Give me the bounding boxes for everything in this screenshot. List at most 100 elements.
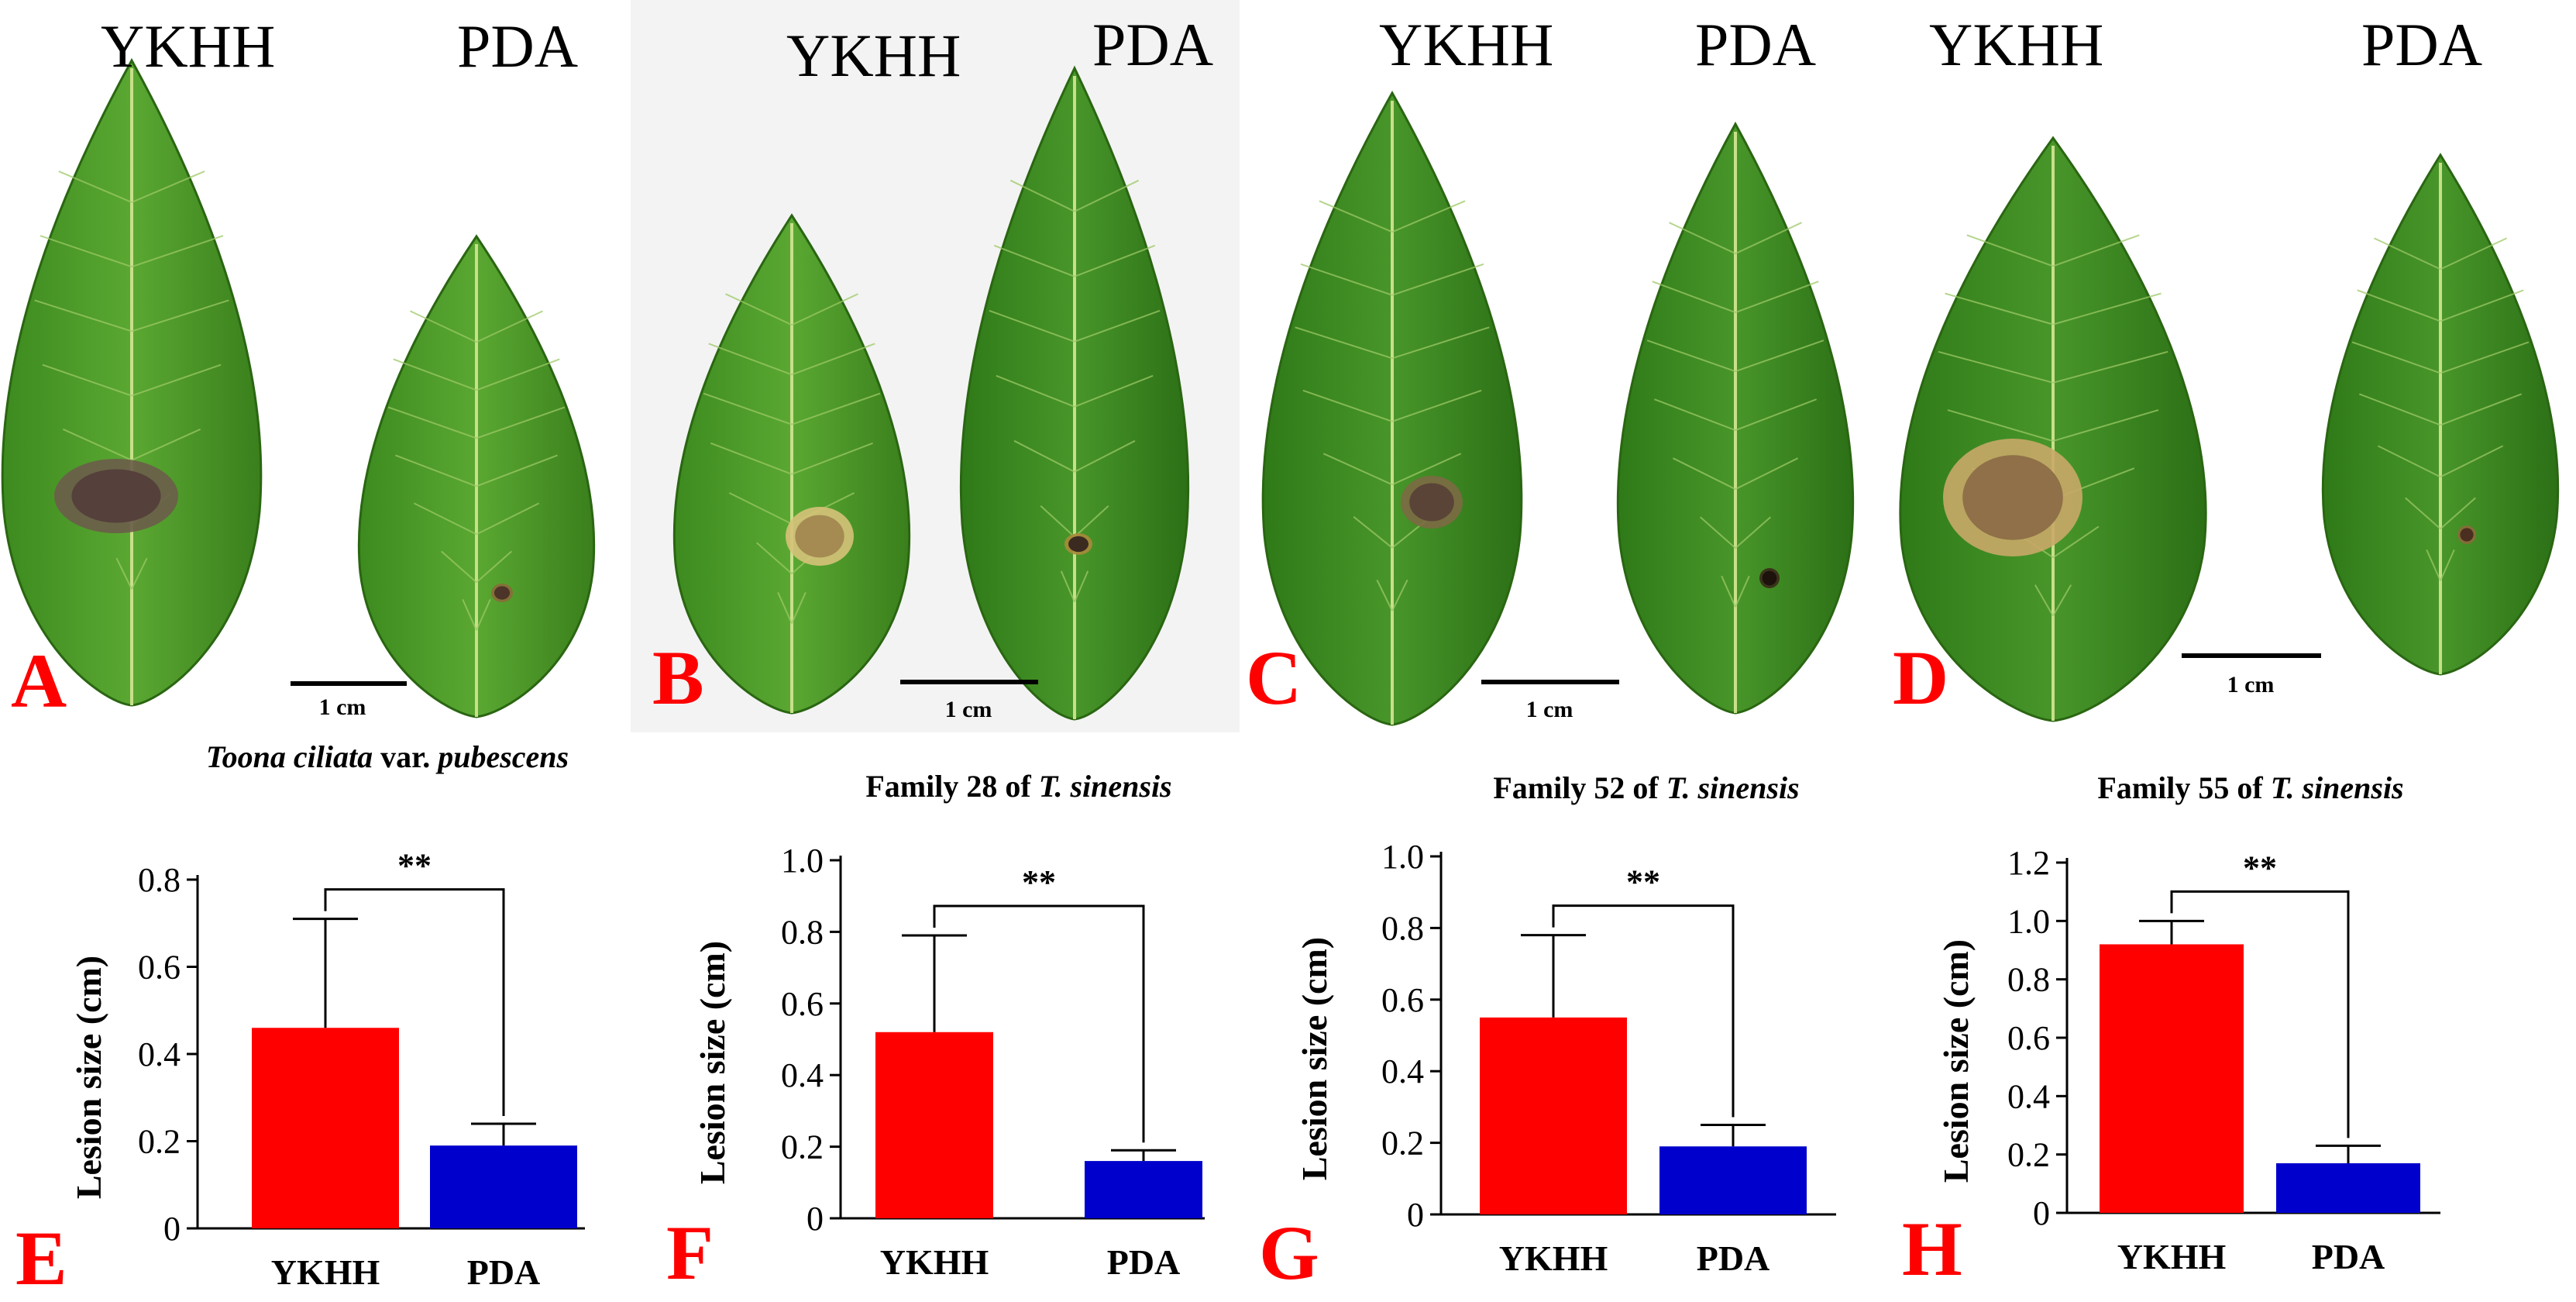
leaf-vein [1074,374,1154,408]
y-tick-label: 1.0 [781,842,824,880]
leaf-vein [131,299,229,332]
leaf-vein [989,309,1075,343]
leaf-vein [1646,339,1736,373]
y-tick-label: 0.8 [1381,909,1424,947]
bar-ykhh [252,1028,399,1228]
y-tick-label: 0.4 [2007,1077,2050,1115]
chart-title-part: Family 52 of [1493,770,1666,805]
leaf-vein [1735,516,1771,549]
y-tick-label: 0.6 [2007,1019,2050,1057]
leaf-vein [710,442,793,475]
leaf-vein [1391,389,1482,422]
leaf-vein [2440,289,2524,322]
y-tick-label: 0.8 [2007,961,2050,999]
significance-marker: ** [2243,849,2277,887]
leaf-vein [2377,445,2441,478]
label-pda: PDA [457,12,578,80]
leaf-vein [1295,326,1393,360]
leaf-vein [1302,389,1393,422]
leaf-vein [1391,326,1490,360]
x-tick-label: YKHH [2117,1237,2227,1276]
leaf-vein [1700,516,1736,549]
significance-marker: ** [397,847,432,885]
leaf-vein [1376,579,1393,611]
chart-title-part: Family 28 of [865,769,1038,804]
y-tick-label: 0.8 [138,861,181,899]
leaf-vein [2052,584,2072,617]
significance-bracket [2170,890,2350,1138]
leaf-vein [462,598,477,631]
lesion-spot [795,515,844,558]
leaf-vein [2351,341,2441,374]
chart-title: Family 52 of T. sinensis [1493,770,1799,805]
leaf-vein [2052,409,2159,442]
leaf-vein [1391,579,1408,611]
leaf-vein [791,293,858,326]
y-tick-label: 0.4 [781,1056,824,1094]
x-tick-label: YKHH [880,1242,989,1282]
leaf-vein [2052,234,2140,267]
leaf-vein [1074,244,1156,277]
bar-pda [1659,1146,1807,1214]
leaf-vein [2440,237,2507,270]
chart-title: Family 28 of T. sinensis [865,769,1171,804]
chart-panel-g: Family 52 of T. sinensis 0 0.2 0.4 0.6 0.8 1.0… [1259,770,1836,1296]
leaf-vein [1040,505,1075,538]
x-tick-label: PDA [1107,1242,1181,1282]
scale-bar-label: 1 cm [1526,697,1573,722]
leaf-vein [1074,439,1136,473]
leaf-vein [1013,439,1075,473]
chart-panel-e: Toona ciliata var. pubescens 0 0.2 0.4 0.6 0.… [15,739,585,1301]
panel-letter: B [652,635,704,721]
leaf-vein [728,492,793,525]
ykhh-leaf [1261,90,1523,726]
leaf-vein [2359,393,2441,426]
leaf-vein [2440,393,2522,426]
leaf-vein [1672,457,1736,491]
chart-title-part: Toona ciliata [206,739,373,774]
y-tick-label: 0.6 [1381,981,1424,1019]
chart-title: Toona ciliata var. pubescens [206,739,569,774]
chart-title-part: Family 55 of [2097,770,2270,805]
leaf-vein [1652,281,1736,314]
leaf-vein [2440,497,2476,530]
leaf-vein [40,235,132,268]
leaf-vein [131,363,222,397]
leaf-vein [441,550,477,584]
leaf-vein [2052,350,2168,384]
y-tick-label: 0.2 [2007,1136,2050,1174]
label-pda: PDA [1695,11,1816,78]
leaf-vein [476,550,512,584]
panel-letter: H [1902,1206,1962,1292]
leaf-vein [131,557,148,590]
leaf-vein [1322,453,1393,486]
ykhh-leaf [1899,136,2207,722]
leaf-vein [1947,409,2054,442]
panel-letter: C [1246,635,1302,721]
lesion-spot [1068,536,1089,553]
x-tick-label: PDA [1697,1238,1770,1278]
leaf-vein [2426,549,2441,581]
leaf-vein [1735,222,1802,255]
lesion-spot [1962,455,2063,540]
y-axis-label: Lesion size (cm) [1295,937,1334,1180]
leaf-vein [1391,200,1466,233]
leaf-vein [42,363,132,397]
chart-panel-h: Family 55 of T. sinensis 0 0.2 0.4 0.6 0.8 1.0… [1902,770,2440,1292]
bar-ykhh [1480,1017,1627,1214]
leaf-vein [708,343,793,376]
x-tick-label: PDA [467,1252,541,1292]
leaf-vein [58,170,132,203]
leaf-vein [1300,263,1393,296]
scale-bar-label: 1 cm [945,697,992,722]
y-tick-label: 0.2 [138,1123,181,1161]
pda-leaf [2321,153,2560,676]
y-tick-label: 0.6 [781,985,824,1023]
significance-bracket [324,888,505,1116]
y-tick-label: 0.4 [138,1035,181,1073]
pda-leaf [357,234,596,718]
leaf-vein [393,358,477,391]
photo-panel-a: YKHH PDA 1 cm A [0,0,600,732]
panel-letter: A [11,638,67,724]
